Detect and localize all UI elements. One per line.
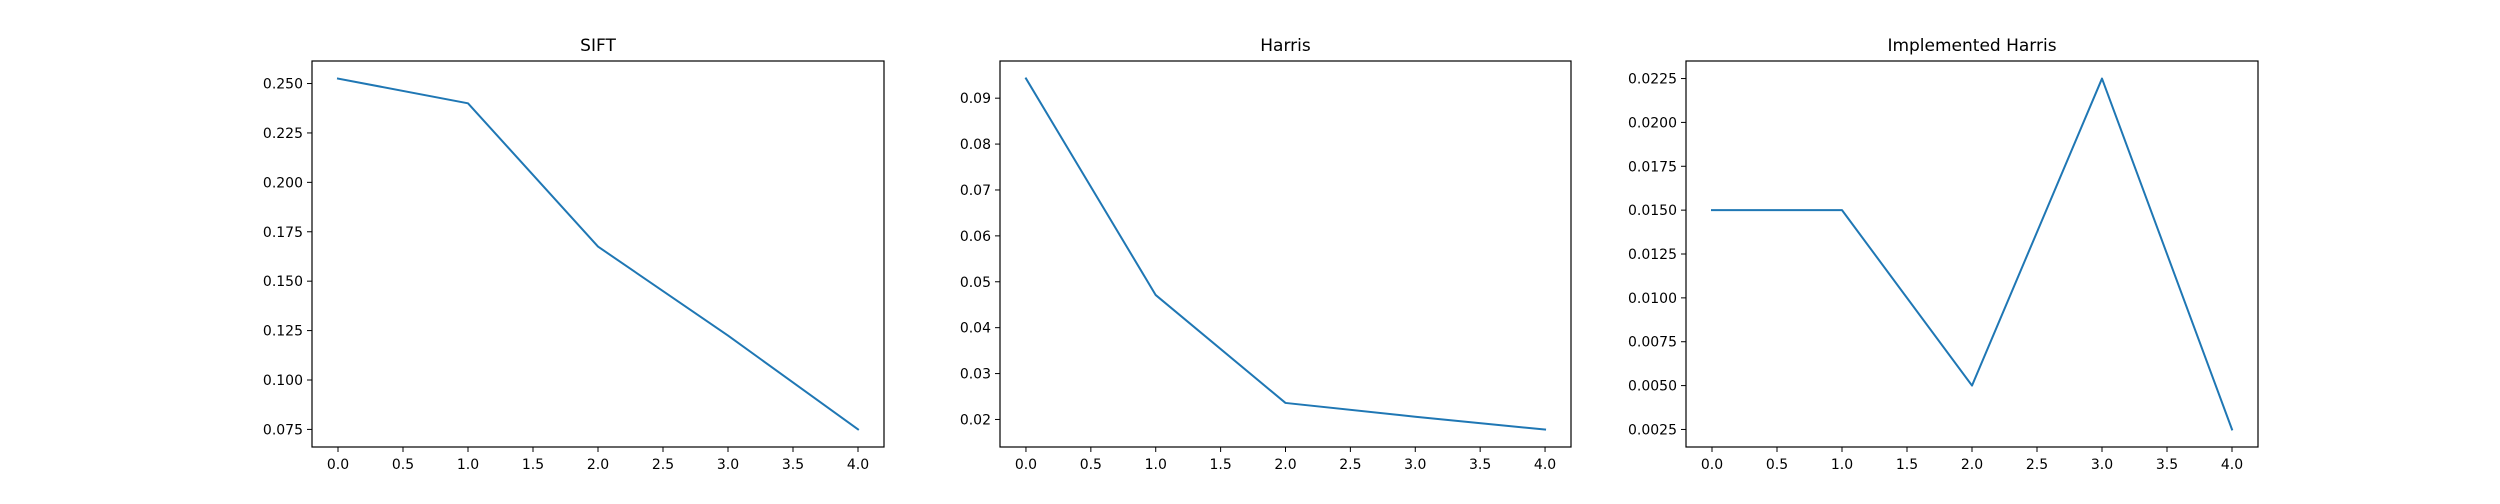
chart-title-harris: Harris [1260, 36, 1311, 56]
y-tick-label: 0.0175 [1628, 159, 1677, 175]
x-tick-label: 2.0 [587, 457, 609, 473]
y-tick-label: 0.075 [263, 422, 303, 438]
x-tick-label: 3.0 [2091, 457, 2113, 473]
x-tick-label: 1.0 [1145, 457, 1167, 473]
y-tick-label: 0.0225 [1628, 72, 1677, 88]
x-tick-label: 1.0 [1831, 457, 1853, 473]
y-tick-label: 0.0100 [1628, 291, 1677, 307]
series-line-harris [1024, 77, 1547, 431]
y-tick-label: 0.0200 [1628, 115, 1677, 131]
y-tick-label: 0.100 [263, 373, 303, 389]
y-tick-label: 0.09 [960, 91, 991, 107]
x-tick-label: 0.5 [1080, 457, 1102, 473]
x-tick-label: 0.0 [1015, 457, 1037, 473]
x-tick-label: 1.0 [457, 457, 479, 473]
y-tick-label: 0.0075 [1628, 335, 1677, 351]
y-tick-label: 0.08 [960, 137, 991, 153]
y-tick-label: 0.175 [263, 225, 303, 241]
y-tick-label: 0.02 [960, 412, 991, 428]
x-tick-label: 0.0 [327, 457, 349, 473]
x-tick-label: 3.0 [1404, 457, 1426, 473]
axes-frame-implemented-harris [1685, 60, 2259, 448]
x-tick-label: 1.5 [1896, 457, 1918, 473]
x-tick-label: 2.0 [1961, 457, 1983, 473]
y-tick-label: 0.05 [960, 275, 991, 291]
x-tick-label: 1.5 [1209, 457, 1231, 473]
x-tick-label: 0.0 [1701, 457, 1723, 473]
series-line-sift [336, 77, 860, 431]
y-tick-label: 0.07 [960, 183, 991, 199]
x-tick-label: 3.5 [2156, 457, 2178, 473]
x-tick-label: 2.0 [1274, 457, 1296, 473]
axes-frame-harris [999, 60, 1572, 448]
x-tick-label: 3.5 [782, 457, 804, 473]
x-tick-label: 3.0 [717, 457, 739, 473]
x-tick-label: 3.5 [1469, 457, 1491, 473]
y-tick-label: 0.225 [263, 126, 303, 142]
y-tick-label: 0.125 [263, 324, 303, 340]
chart-panel-sift: SIFT 0.0 0.5 1.0 1.5 2.0 2.5 3.0 3.5 4.0 0.075 0.10… [263, 36, 885, 473]
x-tick-label: 4.0 [847, 457, 869, 473]
y-tick-label: 0.0050 [1628, 379, 1677, 395]
y-tick-label: 0.250 [263, 77, 303, 93]
series-line-implemented-harris [1711, 77, 2234, 431]
x-tick-label: 4.0 [2221, 457, 2243, 473]
y-tick-label: 0.04 [960, 321, 991, 337]
x-tick-label: 0.5 [1766, 457, 1788, 473]
y-tick-label: 0.150 [263, 274, 303, 290]
x-tick-label: 2.5 [652, 457, 674, 473]
chart-title-implemented-harris: Implemented Harris [1887, 36, 2056, 56]
axes-frame-sift [311, 60, 885, 448]
chart-panel-implemented-harris: Implemented Harris 0.0 0.5 1.0 1.5 2.0 2.5 3.0 3… [1628, 36, 2259, 473]
x-tick-label: 4.0 [1534, 457, 1556, 473]
y-tick-label: 0.06 [960, 229, 991, 245]
x-tick-label: 1.5 [522, 457, 544, 473]
x-tick-label: 2.5 [1339, 457, 1361, 473]
y-tick-label: 0.03 [960, 367, 991, 383]
chart-panel-harris: Harris 0.0 0.5 1.0 1.5 2.0 2.5 3.0 3.5 4.0 0.02 0.0… [960, 36, 1572, 473]
y-tick-label: 0.0125 [1628, 247, 1677, 263]
x-tick-label: 0.5 [392, 457, 414, 473]
y-tick-label: 0.0025 [1628, 422, 1677, 438]
y-tick-label: 0.200 [263, 175, 303, 191]
y-tick-label: 0.0150 [1628, 203, 1677, 219]
chart-title-sift: SIFT [580, 36, 616, 56]
x-tick-label: 2.5 [2026, 457, 2048, 473]
